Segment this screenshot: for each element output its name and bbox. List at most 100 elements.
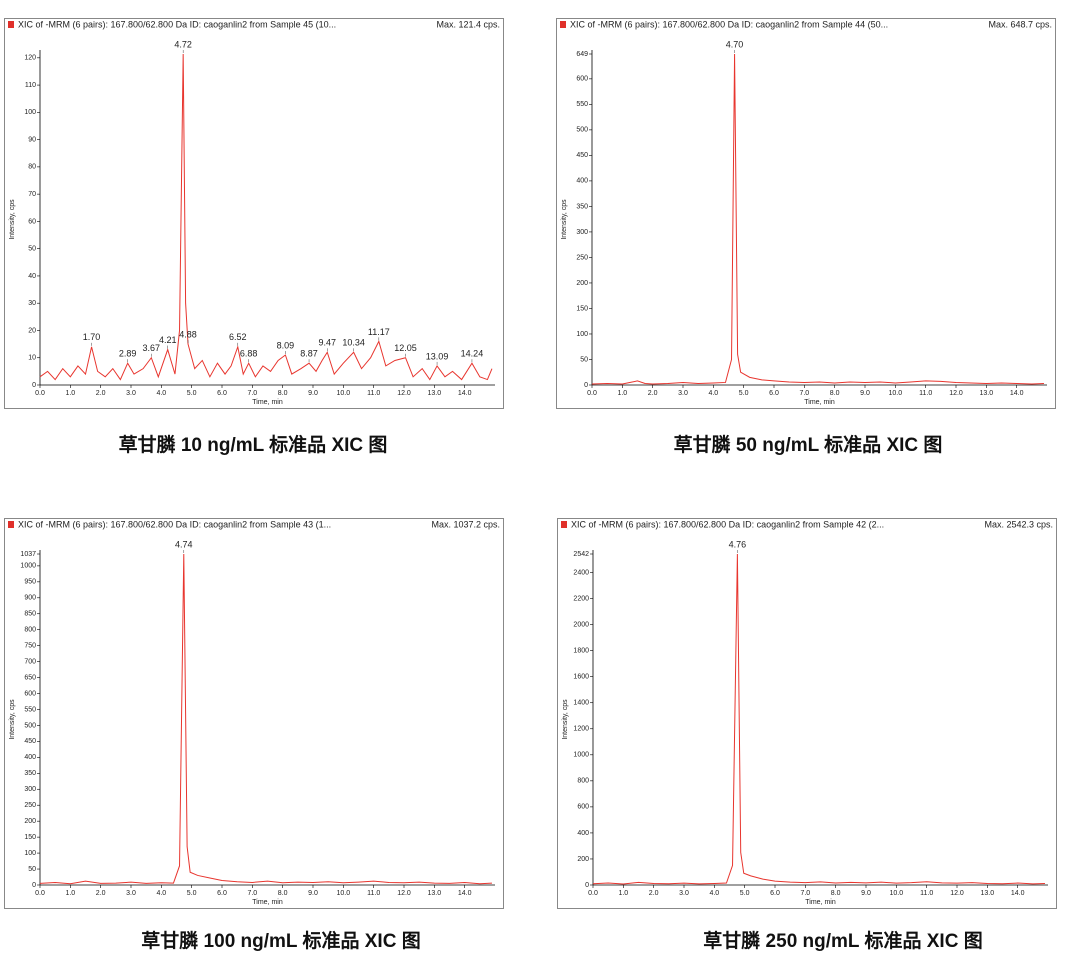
x-tick-label: 8.0 (830, 390, 840, 397)
y-tick-label: 120 (24, 55, 36, 62)
x-tick-label: 14.0 (1011, 890, 1025, 897)
x-tick-label: 3.0 (126, 890, 136, 897)
max-label: Max. 648.7 cps. (988, 19, 1052, 29)
x-tick-label: 6.0 (770, 890, 780, 897)
peak-label: 13.09 (426, 351, 449, 361)
y-tick-label: 500 (576, 127, 588, 134)
peak-label: 6.88 (240, 349, 258, 359)
x-tick-label: 14.0 (1010, 390, 1024, 397)
y-tick-label: 50 (580, 356, 588, 363)
y-tick-label: 110 (25, 82, 36, 89)
peak-label: 8.09 (277, 340, 295, 350)
x-tick-label: 0.0 (588, 890, 598, 897)
trace (591, 53, 1044, 385)
y-tick-label: 500 (24, 722, 36, 729)
y-tick-label: 649 (576, 51, 588, 58)
y-tick-label: 0 (585, 882, 589, 889)
peak-label: 9.47 (318, 338, 336, 348)
peak-label: 6.52 (229, 332, 247, 342)
y-tick-label: 200 (577, 856, 589, 863)
y-tick-label: 20 (28, 327, 36, 334)
y-tick-label: 80 (28, 164, 36, 171)
header-title: XIC of -MRM (6 pairs): 167.800/62.800 Da… (570, 19, 888, 29)
y-tick-label: 400 (576, 178, 588, 185)
x-tick-label: 10.0 (889, 390, 903, 397)
y-axis-label: Intensity, cps (9, 699, 16, 740)
x-tick-label: 12.0 (949, 390, 963, 397)
y-tick-label: 350 (576, 203, 588, 210)
x-tick-label: 10.0 (337, 890, 351, 897)
y-tick-label: 250 (576, 254, 588, 261)
y-tick-label: 70 (28, 191, 36, 198)
x-tick-label: 9.0 (308, 890, 318, 897)
y-tick-label: 0 (32, 382, 36, 389)
x-axis-label: Time, min (805, 899, 836, 906)
x-axis-label: Time, min (252, 399, 283, 406)
y-tick-label: 750 (24, 642, 36, 649)
x-tick-label: 9.0 (860, 390, 870, 397)
panel-frame (4, 18, 504, 409)
y-tick-label: 1200 (573, 726, 589, 733)
x-tick-label: 14.0 (458, 390, 472, 397)
x-tick-label: 1.0 (65, 890, 75, 897)
y-tick-label: 1037 (20, 551, 36, 558)
panel: XIC of -MRM (6 pairs): 167.800/62.800 Da… (4, 18, 504, 409)
y-tick-label: 90 (28, 136, 36, 143)
peak-label: 14.24 (461, 349, 484, 359)
header-title: XIC of -MRM (6 pairs): 167.800/62.800 Da… (18, 519, 331, 529)
y-tick-label: 60 (28, 218, 36, 225)
y-tick-label: 800 (24, 627, 36, 634)
x-tick-label: 7.0 (247, 390, 257, 397)
y-tick-label: 250 (24, 802, 36, 809)
x-tick-label: 13.0 (981, 890, 995, 897)
y-tick-label: 30 (28, 300, 36, 307)
header-title: XIC of -MRM (6 pairs): 167.800/62.800 Da… (571, 519, 884, 529)
caption: 草甘膦 100 ng/mL 标准品 XIC 图 (141, 929, 420, 952)
y-tick-label: 350 (24, 770, 36, 777)
x-tick-label: 7.0 (247, 890, 257, 897)
header-icon (560, 21, 566, 28)
y-tick-label: 450 (576, 152, 588, 159)
peak-label: 8.87 (300, 349, 318, 359)
x-tick-label: 0.0 (35, 890, 45, 897)
panel-frame (556, 18, 1056, 409)
x-tick-label: 5.0 (187, 390, 197, 397)
y-tick-label: 2400 (573, 569, 589, 576)
x-tick-label: 9.0 (308, 390, 318, 397)
panel: XIC of -MRM (6 pairs): 167.800/62.800 Da… (4, 518, 504, 909)
y-tick-label: 50 (28, 246, 36, 253)
x-tick-label: 1.0 (617, 390, 627, 397)
max-label: Max. 1037.2 cps. (431, 519, 500, 529)
x-tick-label: 6.0 (217, 890, 227, 897)
y-tick-label: 300 (24, 786, 36, 793)
x-tick-label: 8.0 (278, 390, 288, 397)
panel-frame (557, 518, 1057, 909)
x-tick-label: 5.0 (739, 390, 749, 397)
y-tick-label: 950 (24, 579, 36, 586)
y-tick-label: 450 (24, 738, 36, 745)
x-tick-label: 4.0 (709, 890, 719, 897)
x-tick-label: 2.0 (96, 890, 106, 897)
x-tick-label: 2.0 (649, 890, 659, 897)
peak-label: 4.76 (729, 539, 747, 549)
panel: XIC of -MRM (6 pairs): 167.800/62.800 Da… (556, 18, 1056, 409)
x-tick-label: 8.0 (831, 890, 841, 897)
y-tick-label: 1000 (20, 563, 36, 570)
x-tick-label: 6.0 (769, 390, 779, 397)
x-tick-label: 3.0 (126, 390, 136, 397)
y-tick-label: 100 (24, 850, 36, 857)
max-label: Max. 2542.3 cps. (984, 519, 1053, 529)
x-tick-label: 5.0 (740, 890, 750, 897)
caption: 草甘膦 50 ng/mL 标准品 XIC 图 (674, 433, 943, 456)
x-tick-label: 1.0 (65, 390, 75, 397)
x-tick-label: 13.0 (428, 390, 442, 397)
y-tick-label: 150 (576, 305, 588, 312)
y-tick-label: 200 (24, 818, 36, 825)
peak-label: 4.72 (174, 39, 192, 49)
y-axis-label: Intensity, cps (562, 699, 569, 740)
x-tick-label: 7.0 (799, 390, 809, 397)
x-tick-label: 7.0 (800, 890, 810, 897)
peak-label: 3.67 (143, 343, 161, 353)
x-tick-label: 4.0 (156, 390, 166, 397)
